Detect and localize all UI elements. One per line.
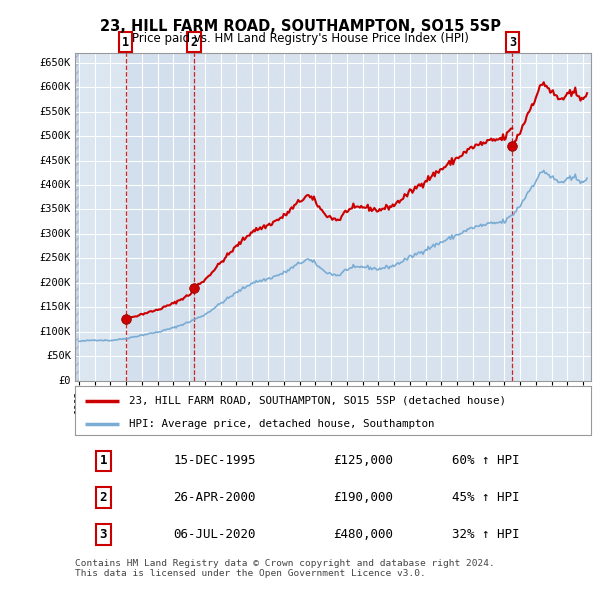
- Text: £500K: £500K: [40, 131, 71, 141]
- Text: 23, HILL FARM ROAD, SOUTHAMPTON, SO15 5SP: 23, HILL FARM ROAD, SOUTHAMPTON, SO15 5S…: [100, 19, 500, 34]
- Text: £50K: £50K: [46, 351, 71, 361]
- Text: £300K: £300K: [40, 229, 71, 239]
- Text: £350K: £350K: [40, 205, 71, 215]
- Text: £480,000: £480,000: [333, 528, 393, 541]
- Text: £200K: £200K: [40, 278, 71, 288]
- Text: HPI: Average price, detached house, Southampton: HPI: Average price, detached house, Sout…: [129, 419, 434, 429]
- Text: 2: 2: [191, 36, 198, 49]
- Text: 23, HILL FARM ROAD, SOUTHAMPTON, SO15 5SP (detached house): 23, HILL FARM ROAD, SOUTHAMPTON, SO15 5S…: [129, 396, 506, 406]
- Text: 1: 1: [100, 454, 107, 467]
- Text: 15-DEC-1995: 15-DEC-1995: [173, 454, 256, 467]
- Text: Contains HM Land Registry data © Crown copyright and database right 2024.
This d: Contains HM Land Registry data © Crown c…: [75, 559, 495, 578]
- Text: £190,000: £190,000: [333, 491, 393, 504]
- Text: £250K: £250K: [40, 253, 71, 263]
- Text: 3: 3: [509, 36, 516, 49]
- Text: £125,000: £125,000: [333, 454, 393, 467]
- Text: 26-APR-2000: 26-APR-2000: [173, 491, 256, 504]
- Text: £550K: £550K: [40, 107, 71, 117]
- Bar: [75, 53, 79, 381]
- Text: £650K: £650K: [40, 58, 71, 68]
- Text: 3: 3: [100, 528, 107, 541]
- Text: Price paid vs. HM Land Registry's House Price Index (HPI): Price paid vs. HM Land Registry's House …: [131, 32, 469, 45]
- Text: £400K: £400K: [40, 180, 71, 190]
- Text: £450K: £450K: [40, 156, 71, 166]
- Text: £100K: £100K: [40, 327, 71, 337]
- Text: 45% ↑ HPI: 45% ↑ HPI: [452, 491, 519, 504]
- Text: 60% ↑ HPI: 60% ↑ HPI: [452, 454, 519, 467]
- Bar: [125, 53, 194, 381]
- Text: £150K: £150K: [40, 302, 71, 312]
- Bar: [194, 53, 512, 381]
- Text: £600K: £600K: [40, 83, 71, 92]
- Text: 06-JUL-2020: 06-JUL-2020: [173, 528, 256, 541]
- Text: 1: 1: [122, 36, 129, 49]
- Text: 32% ↑ HPI: 32% ↑ HPI: [452, 528, 519, 541]
- Text: 2: 2: [100, 491, 107, 504]
- Text: £0: £0: [58, 376, 71, 385]
